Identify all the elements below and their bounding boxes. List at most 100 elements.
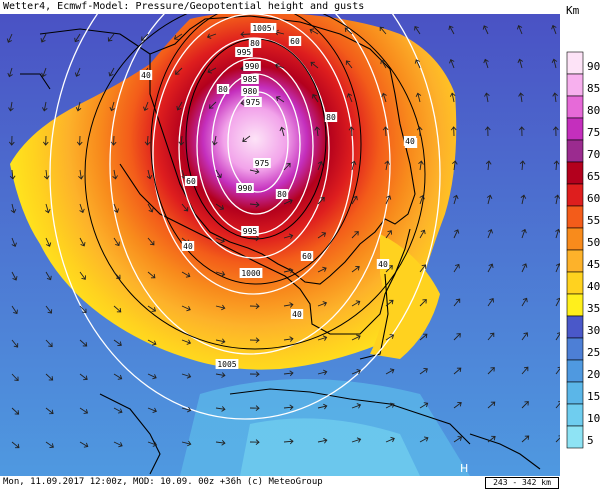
wind-arrow — [314, 126, 321, 137]
svg-text:60: 60 — [302, 252, 312, 261]
wind-arrow — [418, 160, 424, 171]
gust-label: 40 — [376, 259, 390, 269]
isobar-label: 1005 — [250, 23, 274, 33]
wind-arrow — [274, 63, 285, 69]
wind-arrow — [487, 298, 494, 307]
wind-arrow — [487, 401, 496, 409]
wind-arrow — [11, 441, 20, 449]
gust-label: 80 — [248, 38, 262, 48]
color-legend: 90 85 80 75 70 65 60 55 50 45 40 35 30 25 20 15 10 5 — [560, 0, 612, 476]
wind-arrow — [283, 198, 293, 205]
wind-arrow — [521, 401, 529, 409]
wind-arrow — [351, 368, 361, 375]
wind-arrow — [414, 25, 421, 35]
legend-label: 30 — [587, 324, 600, 337]
legend-label: 55 — [587, 214, 600, 227]
wind-arrows — [6, 24, 560, 449]
map-footer: Mon, 11.09.2017 12:00z, MOD: 10.09. 00z … — [0, 476, 612, 489]
legend-label: 45 — [587, 258, 600, 271]
wind-arrow — [553, 160, 560, 171]
legend-swatch — [566, 315, 584, 339]
wind-arrow — [207, 67, 217, 74]
wind-arrow — [317, 369, 328, 376]
wind-arrow — [283, 404, 294, 411]
wind-arrow — [453, 194, 459, 205]
wind-arrow — [453, 367, 462, 375]
wind-arrow — [7, 67, 13, 78]
wind-arrow — [8, 135, 15, 146]
wind-arrow — [208, 101, 217, 109]
wind-arrow — [45, 407, 54, 415]
wind-arrow — [79, 441, 89, 448]
wind-arrow — [215, 203, 225, 210]
lighter-sea-patch — [240, 418, 420, 476]
wind-arrow — [11, 407, 20, 415]
isobar-label: 1005 — [215, 359, 239, 369]
svg-text:990: 990 — [238, 184, 253, 193]
wind-arrow — [79, 305, 87, 314]
wind-arrow — [181, 406, 192, 413]
wind-arrow — [249, 168, 260, 175]
coastlines — [20, 15, 541, 475]
svg-text:40: 40 — [292, 310, 302, 319]
wind-arrow — [419, 333, 428, 341]
legend-label: 90 — [587, 60, 600, 73]
wind-arrow — [279, 126, 286, 137]
wind-arrow — [147, 407, 157, 414]
wind-arrow — [108, 67, 115, 77]
wind-arrow — [211, 135, 218, 146]
gust-label: 60 — [288, 36, 302, 46]
svg-text:80: 80 — [218, 85, 228, 94]
wind-arrow — [215, 169, 222, 179]
gust-label: 40 — [403, 136, 417, 146]
wind-arrow — [79, 373, 88, 381]
svg-text:980: 980 — [243, 87, 258, 96]
gust-label: 80 — [216, 84, 230, 94]
wind-arrow — [147, 339, 157, 346]
wind-arrow — [249, 371, 260, 378]
wind-arrow — [419, 264, 427, 273]
wind-arrow — [11, 373, 19, 382]
wind-arrow — [385, 436, 395, 443]
wind-arrow — [419, 194, 425, 205]
legend-swatch — [566, 271, 584, 295]
wind-arrow — [11, 237, 17, 248]
wind-arrow — [113, 237, 120, 247]
wind-arrow — [74, 33, 81, 43]
wind-arrow — [485, 160, 492, 171]
wind-arrow — [78, 169, 84, 180]
legend-label: 5 — [587, 434, 594, 447]
wind-arrow — [482, 25, 489, 35]
isobar-label: 1000 — [239, 268, 263, 278]
isobar-label: 990 — [236, 183, 254, 193]
svg-text:60: 60 — [290, 37, 300, 46]
wind-arrow — [9, 169, 16, 180]
wind-arrow — [45, 373, 54, 381]
isobar-label: 980 — [241, 86, 259, 96]
wind-arrow — [379, 26, 387, 35]
wind-arrow — [141, 33, 149, 41]
wind-arrow — [43, 169, 50, 180]
wind-arrow — [448, 25, 455, 35]
wind-arrow — [521, 263, 528, 273]
wind-arrow — [181, 339, 192, 345]
svg-text:975: 975 — [246, 98, 261, 107]
wind-arrow — [487, 229, 493, 239]
isobar-label: 975 — [244, 97, 262, 107]
legend-label: 85 — [587, 82, 600, 95]
wind-arrow — [113, 407, 123, 414]
wind-arrow — [147, 373, 157, 380]
legend-swatch — [566, 51, 584, 75]
wind-arrow — [40, 33, 47, 43]
wind-arrow — [555, 297, 560, 307]
wind-arrow — [381, 92, 387, 103]
wind-arrow — [109, 101, 115, 112]
legend-label: 65 — [587, 170, 600, 183]
wind-arrow — [516, 25, 523, 35]
wind-arrow — [419, 436, 429, 443]
wind-arrow — [79, 237, 86, 247]
wind-arrow — [487, 332, 495, 341]
wind-arrow — [181, 373, 192, 379]
wind-arrow — [453, 229, 460, 239]
